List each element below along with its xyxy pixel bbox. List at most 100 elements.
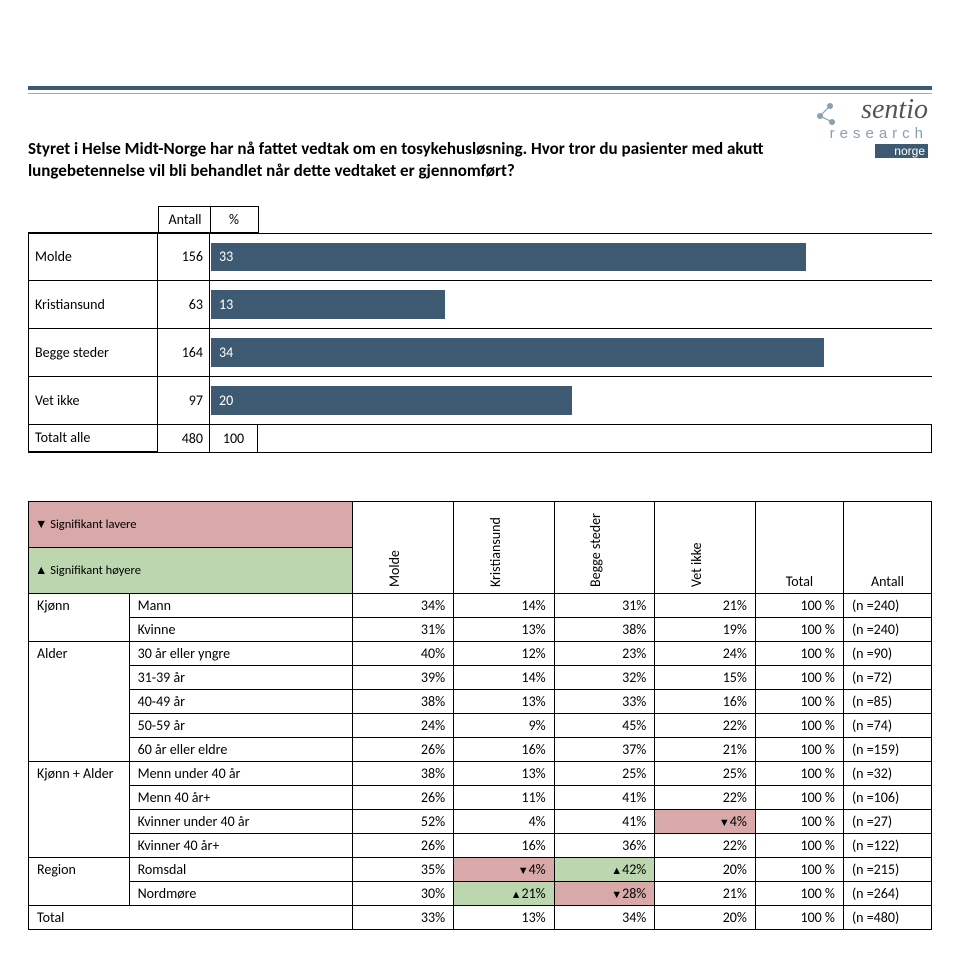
cross-cell: 41%: [554, 786, 655, 810]
bar-label: Vet ikke: [28, 377, 158, 425]
bar-row: Vet ikke9720: [28, 377, 932, 425]
bar: 13: [211, 290, 445, 319]
cross-cell: 31%: [353, 618, 454, 642]
cross-cell: 35%: [353, 858, 454, 882]
row-label: 60 år eller eldre: [129, 738, 353, 762]
row-label: Mann: [129, 594, 353, 618]
row-n: (n =32): [843, 762, 931, 786]
svg-text:norge: norge: [894, 144, 925, 158]
bar-label: Kristiansund: [28, 281, 158, 329]
row-n: (n =106): [843, 786, 931, 810]
row-label: Kvinner 40 år+: [129, 834, 353, 858]
row-total: 100 %: [755, 810, 843, 834]
total-antall: 480: [158, 425, 210, 453]
svg-text:sentio: sentio: [861, 94, 928, 125]
row-total: 100 %: [755, 858, 843, 882]
cross-cell: 21%: [655, 738, 756, 762]
cross-row: Kvinne31%13%38%19%100 %(n =240): [29, 618, 932, 642]
row-n: (n =480): [843, 906, 931, 930]
row-label: 40-49 år: [129, 690, 353, 714]
row-total: 100 %: [755, 690, 843, 714]
col-kristiansund: Kristiansund: [487, 517, 504, 587]
cross-cell: 38%: [353, 690, 454, 714]
cross-row: Menn 40 år+26%11%41%22%100 %(n =106): [29, 786, 932, 810]
question-text: Styret i Helse Midt-Norge har nå fattet …: [28, 138, 788, 182]
bar-label: Molde: [28, 233, 158, 281]
cross-total-row: Total33%13%34%20%100 %(n =480): [29, 906, 932, 930]
cross-cell: 22%: [655, 786, 756, 810]
cross-cell: 26%: [353, 786, 454, 810]
cross-row: 50-59 år24%9%45%22%100 %(n =74): [29, 714, 932, 738]
group-label: Kjønn + Alder: [29, 762, 130, 858]
row-n: (n =159): [843, 738, 931, 762]
cross-cell: 38%: [353, 762, 454, 786]
row-n: (n =72): [843, 666, 931, 690]
page: sentio research norge Styret i Helse Mid…: [0, 86, 960, 958]
cross-cell: 45%: [554, 714, 655, 738]
row-label: Romsdal: [129, 858, 353, 882]
cross-cell: 19%: [655, 618, 756, 642]
row-label: Kvinne: [129, 618, 353, 642]
sentio-logo-icon: sentio research norge: [770, 92, 930, 162]
cross-row: 40-49 år38%13%33%16%100 %(n =85): [29, 690, 932, 714]
bar-label: Begge steder: [28, 329, 158, 377]
row-label: Kvinner under 40 år: [129, 810, 353, 834]
row-n: (n =90): [843, 642, 931, 666]
cross-cell: 13%: [454, 690, 555, 714]
row-n: (n =240): [843, 594, 931, 618]
row-total: 100 %: [755, 906, 843, 930]
logo: sentio research norge: [770, 92, 930, 162]
cross-cell: 12%: [454, 642, 555, 666]
row-n: (n =122): [843, 834, 931, 858]
bar: 34: [211, 338, 824, 367]
cross-cell: 14%: [454, 594, 555, 618]
col-total: Total: [755, 502, 843, 594]
cross-cell: 33%: [353, 906, 454, 930]
row-total: 100 %: [755, 666, 843, 690]
bar: 33: [211, 243, 806, 271]
cross-cell: 4%: [454, 810, 555, 834]
cross-cell: ▲21%: [454, 882, 555, 906]
cross-row: Alder30 år eller yngre40%12%23%24%100 %(…: [29, 642, 932, 666]
cross-cell: 34%: [554, 906, 655, 930]
cross-row: Kvinner under 40 år52%4%41%▼4%100 %(n =2…: [29, 810, 932, 834]
row-total: 100 %: [755, 594, 843, 618]
row-n: (n =240): [843, 618, 931, 642]
cross-cell: ▼4%: [454, 858, 555, 882]
cross-cell: 37%: [554, 738, 655, 762]
row-total: 100 %: [755, 714, 843, 738]
row-label: Nordmøre: [129, 882, 353, 906]
row-label: Menn under 40 år: [129, 762, 353, 786]
cross-cell: 16%: [655, 690, 756, 714]
cross-cell: 31%: [554, 594, 655, 618]
row-label: 50-59 år: [129, 714, 353, 738]
cross-cell: 20%: [655, 858, 756, 882]
bar-antall: 97: [158, 377, 210, 425]
row-n: (n =74): [843, 714, 931, 738]
col-header-pct: %: [210, 207, 258, 233]
cross-cell: 24%: [353, 714, 454, 738]
col-begge: Begge steder: [587, 513, 604, 587]
cross-cell: 52%: [353, 810, 454, 834]
row-n: (n =264): [843, 882, 931, 906]
cross-cell: 26%: [353, 834, 454, 858]
cross-cell: 40%: [353, 642, 454, 666]
row-label: 30 år eller yngre: [129, 642, 353, 666]
cross-row: Kvinner 40 år+26%16%36%22%100 %(n =122): [29, 834, 932, 858]
cross-cell: 15%: [655, 666, 756, 690]
cross-row: 60 år eller eldre26%16%37%21%100 %(n =15…: [29, 738, 932, 762]
cross-cell: 33%: [554, 690, 655, 714]
col-antall: Antall: [843, 502, 931, 594]
cross-cell: 13%: [454, 906, 555, 930]
bar-row: Begge steder16434: [28, 329, 932, 377]
cross-cell: ▲42%: [554, 858, 655, 882]
cross-cell: 38%: [554, 618, 655, 642]
cross-cell: 30%: [353, 882, 454, 906]
bar-antall: 63: [158, 281, 210, 329]
row-total: 100 %: [755, 618, 843, 642]
cross-cell: 25%: [655, 762, 756, 786]
cross-row: KjønnMann34%14%31%21%100 %(n =240): [29, 594, 932, 618]
row-total: 100 %: [755, 738, 843, 762]
cross-cell: 34%: [353, 594, 454, 618]
row-label: 31-39 år: [129, 666, 353, 690]
